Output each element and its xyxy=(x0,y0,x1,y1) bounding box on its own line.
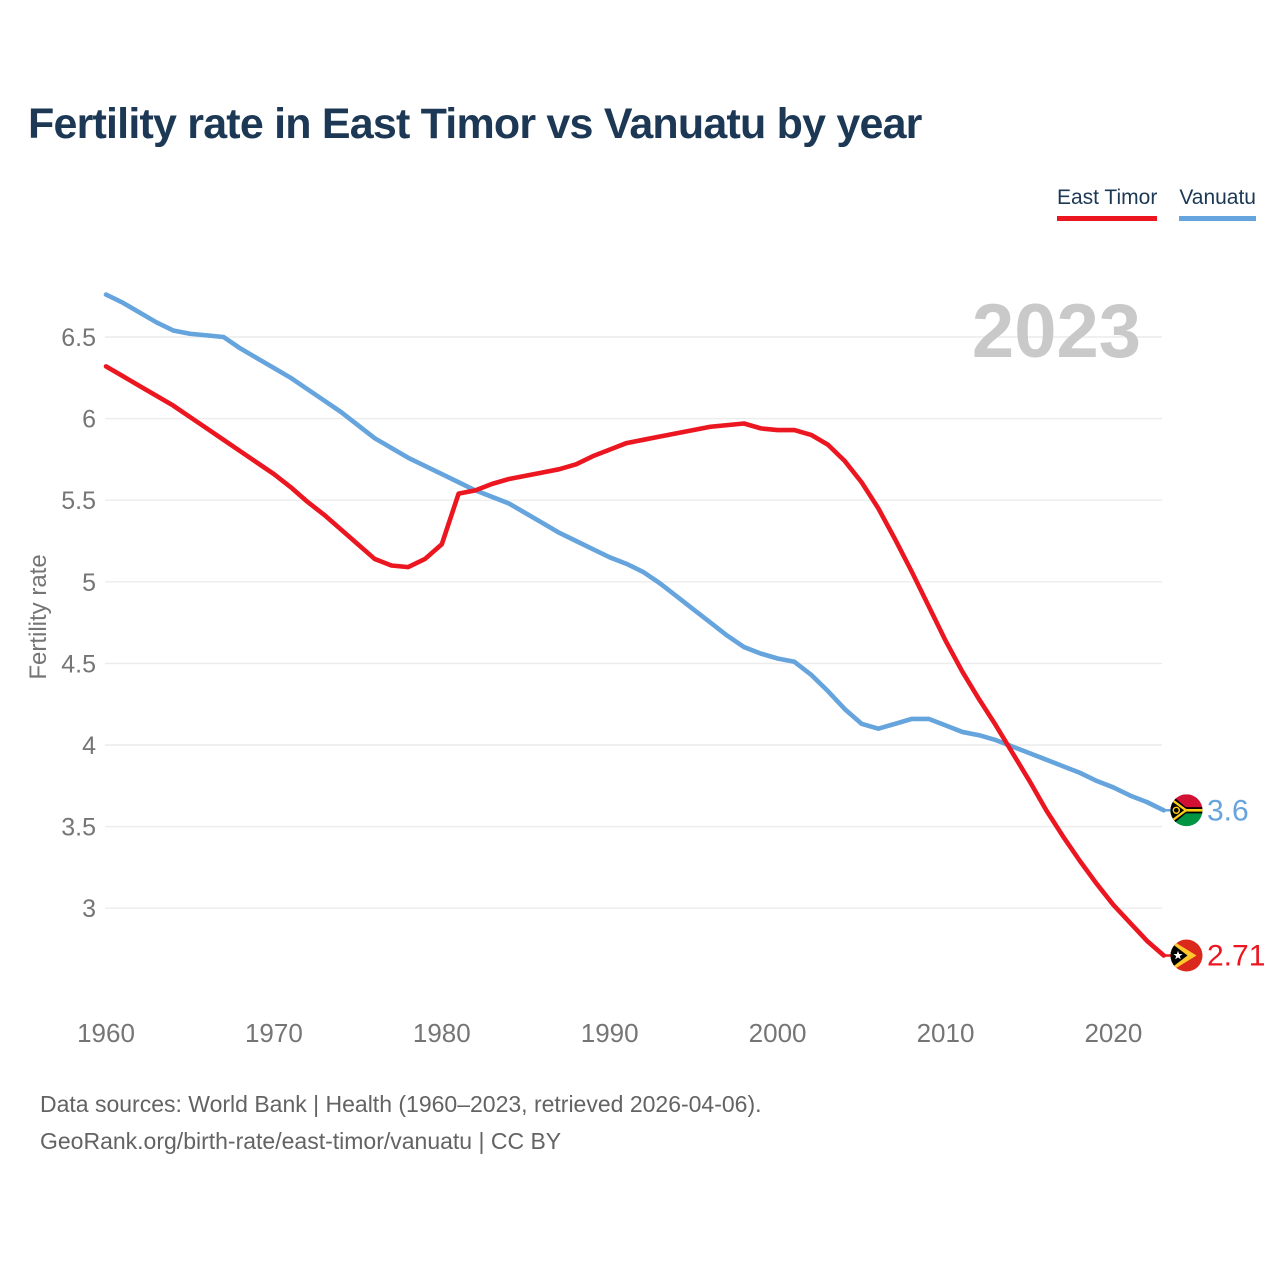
source-note: Data sources: World Bank | Health (1960–… xyxy=(40,1086,762,1160)
east-timor-end-value: 2.71 xyxy=(1207,940,1265,973)
east-timor-line xyxy=(103,364,1167,958)
y-tick-label: 4 xyxy=(82,732,96,760)
source-line-2: GeoRank.org/birth-rate/east-timor/vanuat… xyxy=(40,1128,562,1154)
legend: East Timor Vanuatu xyxy=(1056,186,1256,221)
vanuatu-end-value: 3.6 xyxy=(1207,794,1249,827)
vanuatu-line xyxy=(103,292,1167,813)
y-tick-label: 4.5 xyxy=(61,650,96,678)
year-watermark: 2023 xyxy=(972,289,1141,374)
y-tick-label: 6 xyxy=(82,406,96,434)
chart-canvas: 6.5 6 5.5 5 4.5 4 3.5 3 1960 1970 1980 1990 2000 2010… xyxy=(25,289,1265,1048)
vanuatu-flag-icon xyxy=(1170,794,1203,827)
legend-item-east-timor[interactable]: East Timor xyxy=(1056,186,1158,221)
x-tick-label: 1970 xyxy=(245,1018,303,1048)
y-tick-label: 3 xyxy=(82,895,96,923)
legend-item-vanuatu[interactable]: Vanuatu xyxy=(1179,186,1256,221)
source-line-1: Data sources: World Bank | Health (1960–… xyxy=(40,1091,762,1117)
east-timor-flag-icon xyxy=(1170,939,1203,972)
x-tick-label: 2000 xyxy=(749,1018,807,1048)
y-tick-label: 3.5 xyxy=(61,814,96,842)
x-tick-label: 1990 xyxy=(581,1018,639,1048)
x-tick-label: 2010 xyxy=(917,1018,975,1048)
x-tick-label: 1980 xyxy=(413,1018,471,1048)
x-tick-label: 2020 xyxy=(1084,1018,1142,1048)
x-tick-label: 1960 xyxy=(77,1018,135,1048)
y-axis-title: Fertility rate xyxy=(25,554,52,679)
page-title: Fertility rate in East Timor vs Vanuatu … xyxy=(28,100,922,148)
y-tick-label: 5.5 xyxy=(61,487,96,515)
y-tick-label: 5 xyxy=(82,569,96,597)
y-tick-label: 6.5 xyxy=(61,324,96,352)
